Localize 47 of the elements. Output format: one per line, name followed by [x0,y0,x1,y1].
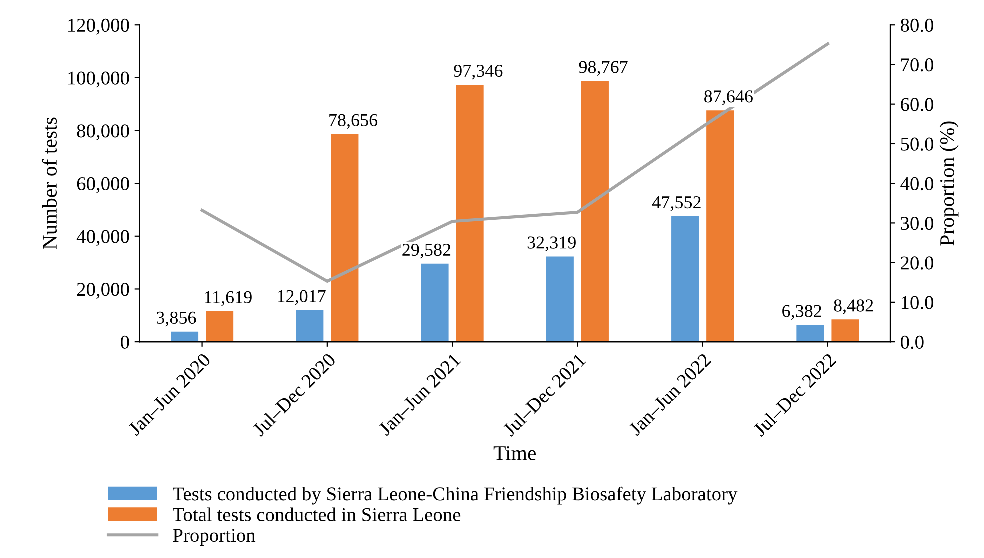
y2-tick-label: 20.0 [901,256,934,270]
data-label: 6,382 [782,305,822,320]
bar [796,325,824,342]
bar [206,311,234,342]
data-label: 3,856 [156,312,196,327]
data-label: 8,482 [834,300,874,314]
data-label: 29,582 [402,244,451,259]
y-tick-label: 100,000 [68,72,130,88]
bar [832,320,860,342]
data-label: 47,552 [652,196,701,212]
bar [331,134,359,342]
y2-tick-label: 70.0 [902,58,934,72]
bar [672,216,700,342]
data-label: 97,346 [454,64,503,80]
y2-tick-label: 30.0 [901,217,934,230]
y2-tick-label: 60.0 [901,98,934,112]
y-tick-label: 0 [121,336,130,349]
data-label: 12,017 [278,290,326,306]
bar [296,310,324,342]
y2-tick-label: 0.0 [900,336,924,350]
data-label: 78,656 [330,114,378,130]
data-label: 98,767 [579,61,628,76]
y-tick-label: 20,000 [77,283,130,299]
y-tick-label: 40,000 [76,230,130,246]
bar [456,84,484,342]
legend-label: Proportion [173,529,256,546]
legend-label: Total tests conducted in Sierra Leone [173,508,461,522]
y-axis-title: Number of tests [42,118,58,250]
bar [546,256,574,342]
bar [706,110,734,342]
y2-tick-label: 80.0 [900,18,934,32]
data-label: 11,619 [205,291,252,306]
legend-label: Tests conducted by Sierra Leone-China Friendship Biosafety Laboratory [173,486,738,505]
data-label: 32,319 [528,236,576,252]
bar [421,264,449,342]
y2-tick-label: 50.0 [901,138,934,151]
bar [171,332,199,342]
y-tick-label: 80,000 [77,124,130,140]
y2-tick-label: 40.0 [900,177,934,191]
line-series [200,42,830,283]
x-axis-title: Time [494,446,536,460]
y2-axis-title: Proportion (%) [940,122,959,246]
y2-tick-label: 10.0 [902,296,934,310]
y-tick-label: 60,000 [77,177,130,194]
bar [581,81,609,342]
y-tick-label: 120,000 [68,18,130,35]
data-label: 87,646 [704,90,753,106]
